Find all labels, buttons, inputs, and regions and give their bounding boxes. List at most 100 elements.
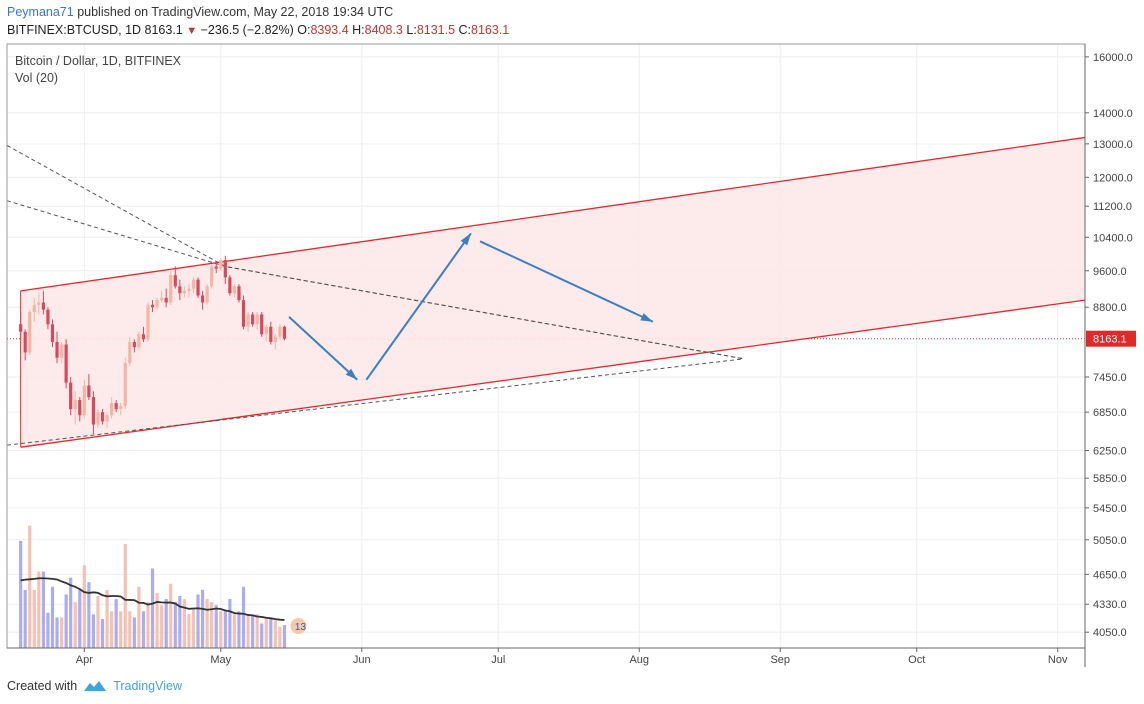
tradingview-logo-icon [84, 681, 107, 691]
candle-body [251, 314, 255, 325]
volume-bar [91, 614, 96, 648]
volume-bar [37, 571, 41, 648]
time-tick-label: Jul [491, 654, 505, 666]
volume-bar [260, 623, 264, 648]
time-tick-label: Jun [353, 654, 371, 666]
volume-bar [128, 611, 132, 648]
volume-bar [19, 540, 23, 648]
volume-bar [251, 614, 255, 648]
price-tick-label: 11200.0 [1093, 201, 1132, 213]
candles [19, 255, 287, 435]
price-change: −236.5 (−2.82%) [200, 23, 294, 37]
last-price: 8163.1 [144, 23, 183, 37]
volume-bar [237, 611, 241, 648]
time-tick-label: Nov [1048, 654, 1068, 666]
candle-body [123, 363, 127, 407]
volume-bar [196, 594, 200, 648]
price-tick-label: 14000.0 [1093, 108, 1133, 120]
candle-body [37, 302, 41, 305]
volume-bar [110, 611, 114, 648]
volume-bar [28, 525, 32, 648]
volume-bar [219, 611, 223, 648]
volume-bars: 13 [19, 525, 307, 648]
candle-body [114, 403, 118, 410]
volume-indicator-label: Vol (20) [15, 71, 58, 85]
close-label: C: [458, 23, 472, 37]
projection-arrow-head [640, 313, 653, 322]
volume-bar [205, 599, 209, 648]
volume-bar [41, 571, 45, 648]
low-value: 8131.5 [416, 23, 456, 37]
chart-frame [6, 43, 1086, 667]
candle-body [210, 266, 214, 287]
projection-arrow-head [345, 368, 358, 380]
projection-arrow-line [288, 316, 358, 381]
price-tick-label: 8800.0 [1093, 302, 1127, 314]
time-tick-label: Aug [629, 654, 649, 666]
candle-body [214, 266, 218, 269]
volume-bar [96, 595, 100, 648]
volume-bar [246, 614, 250, 648]
volume-bar [114, 599, 118, 648]
volume-bar [23, 589, 27, 648]
candle-body [255, 314, 259, 325]
candle-body [91, 397, 96, 425]
volume-bar [119, 611, 123, 648]
volume-bar [241, 586, 246, 648]
candle-body [23, 331, 27, 353]
candle-body [46, 309, 50, 325]
channel-fill [20, 137, 1086, 448]
volume-badge-text: 13 [295, 622, 307, 633]
volume-bar [150, 568, 155, 648]
volume-bar [269, 617, 273, 648]
candle-body [73, 400, 77, 410]
volume-bar [50, 586, 55, 648]
volume-bar [255, 614, 259, 648]
time-tick-label: Apr [76, 654, 93, 666]
tradingview-brand[interactable]: TradingView [113, 679, 182, 693]
volume-bar [228, 599, 232, 648]
volume-bar [100, 618, 105, 648]
footer: Created with TradingView [7, 679, 182, 693]
candle-body [87, 385, 91, 398]
volume-bar [64, 594, 68, 648]
candle-body [28, 312, 32, 353]
volume-bar [164, 599, 168, 648]
symbol-label: BITFINEX:BTCUSD, 1D [7, 23, 142, 37]
high-value: 8408.3 [364, 23, 403, 37]
volume-bar [210, 602, 214, 648]
open-label: O: [297, 23, 311, 37]
candle-body [32, 304, 36, 313]
volume-bar [264, 617, 268, 648]
price-tick-label: 5050.0 [1093, 535, 1127, 547]
candle-body [82, 385, 86, 416]
volume-bar [32, 589, 36, 648]
price-tick-label: 4330.0 [1093, 599, 1127, 611]
candle-body [232, 286, 237, 294]
candle-body [169, 275, 173, 303]
price-axis[interactable]: 16000.0 14000.0 13000.0 12000.0 11200.0 10400… [1085, 52, 1136, 639]
price-tick-label: 4050.0 [1093, 627, 1127, 639]
candle-body [260, 314, 264, 335]
candle-body [50, 324, 55, 342]
candle-body [237, 286, 241, 301]
author-link[interactable]: Peymana71 [7, 5, 74, 19]
volume-badge-circle [290, 618, 307, 634]
time-axis[interactable]: Apr May Jun Jul Aug Sep Oct Nov [76, 648, 1068, 666]
projection-arrows [288, 232, 654, 381]
candle-body [78, 400, 82, 416]
price-tick-label: 5450.0 [1093, 503, 1127, 515]
time-tick-label: May [210, 654, 231, 666]
candle-body [110, 403, 114, 416]
volume-bar [232, 614, 237, 648]
volume-bar [187, 614, 191, 648]
volume-bar [223, 611, 227, 648]
volume-bar [282, 625, 287, 648]
candle-body [150, 304, 155, 308]
candle-body [64, 344, 68, 383]
volume-bar [169, 583, 173, 648]
candle-body [19, 324, 23, 332]
volume-bar [78, 589, 82, 648]
candle-body [132, 341, 136, 348]
